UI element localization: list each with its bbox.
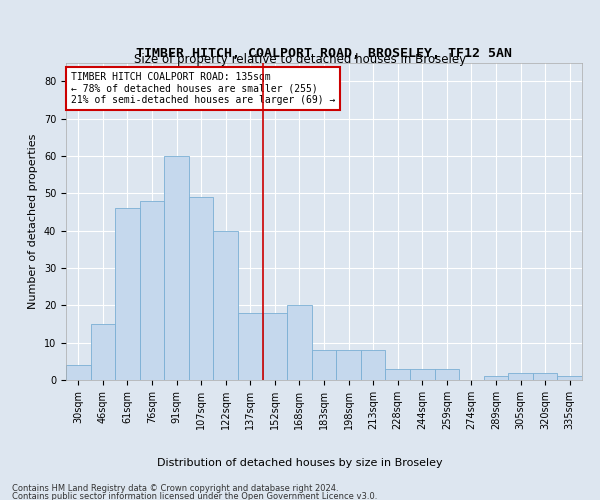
Bar (434, 369, 459, 380)
Bar (287, 306, 312, 380)
Bar (238, 313, 263, 380)
Bar (263, 313, 287, 380)
Bar (164, 156, 189, 380)
Bar (115, 208, 140, 380)
Bar (214, 230, 238, 380)
Bar (189, 197, 214, 380)
Text: Size of property relative to detached houses in Broseley: Size of property relative to detached ho… (134, 52, 466, 66)
Text: Contains HM Land Registry data © Crown copyright and database right 2024.: Contains HM Land Registry data © Crown c… (12, 484, 338, 493)
Bar (336, 350, 361, 380)
Bar (66, 365, 91, 380)
Y-axis label: Number of detached properties: Number of detached properties (28, 134, 38, 309)
Bar (508, 372, 533, 380)
Bar (410, 369, 434, 380)
Bar (557, 376, 582, 380)
Title: TIMBER HITCH, COALPORT ROAD, BROSELEY, TF12 5AN: TIMBER HITCH, COALPORT ROAD, BROSELEY, T… (136, 47, 512, 60)
Text: TIMBER HITCH COALPORT ROAD: 135sqm
← 78% of detached houses are smaller (255)
21: TIMBER HITCH COALPORT ROAD: 135sqm ← 78%… (71, 72, 335, 105)
Bar (385, 369, 410, 380)
Bar (140, 200, 164, 380)
Text: Distribution of detached houses by size in Broseley: Distribution of detached houses by size … (157, 458, 443, 468)
Bar (91, 324, 115, 380)
Bar (533, 372, 557, 380)
Text: Contains public sector information licensed under the Open Government Licence v3: Contains public sector information licen… (12, 492, 377, 500)
Bar (361, 350, 385, 380)
Bar (484, 376, 508, 380)
Bar (312, 350, 336, 380)
